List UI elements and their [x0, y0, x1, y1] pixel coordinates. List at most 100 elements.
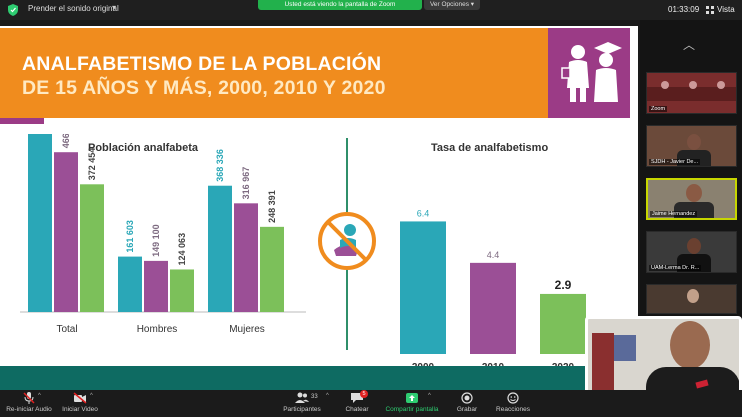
start-video-label: Iniciar Video — [62, 406, 98, 413]
category-label: Mujeres — [229, 324, 265, 335]
person-thumb — [661, 81, 669, 89]
person-thumb — [687, 134, 701, 150]
presenter-face — [670, 321, 710, 369]
bar — [234, 203, 258, 312]
audio-options-chevron-icon[interactable]: ^ — [38, 393, 41, 399]
slide-title: ANALFABETISMO DE LA POBLACIÓN DE 15 AÑOS… — [22, 52, 386, 100]
view-options-label: Ver Opciones — [429, 1, 469, 8]
data-label: 248 391 — [267, 190, 277, 223]
chat-button[interactable]: Chatear — [340, 390, 374, 417]
chat-label: Chatear — [345, 406, 369, 413]
participant-name: Zoom — [649, 106, 668, 112]
category-label: 2000 — [412, 362, 435, 366]
chat-unread-badge: 5 — [360, 390, 368, 398]
bar — [144, 260, 168, 312]
data-label: 149 100 — [151, 224, 161, 257]
data-label: 368 336 — [215, 149, 225, 182]
share-screen-label: Compartir pantalla — [385, 406, 439, 413]
person-thumb — [717, 81, 725, 89]
wall-poster — [614, 335, 636, 361]
slide-title-line1: ANALFABETISMO DE LA POBLACIÓN — [22, 53, 382, 75]
participant-tile-active[interactable]: Jaime Hernandez — [646, 178, 737, 220]
microphone-muted-icon — [23, 392, 35, 404]
data-label: 4.4 — [487, 250, 500, 260]
category-label: 2010 — [482, 362, 505, 366]
right-chart-title: Tasa de analfabetismo — [431, 142, 549, 154]
view-button[interactable]: Vista — [717, 5, 735, 14]
slide-footer — [0, 366, 638, 390]
video-options-chevron-icon[interactable]: ^ — [90, 393, 93, 399]
original-sound-toggle[interactable]: Prender el sonido original — [28, 4, 119, 13]
bar — [470, 262, 516, 354]
security-shield-icon[interactable] — [8, 4, 18, 16]
participants-button[interactable]: Participantes — [278, 390, 326, 417]
chevron-down-icon[interactable]: ▾ — [112, 3, 117, 12]
participants-chevron-icon[interactable]: ^ — [326, 393, 329, 399]
participant-name: SJDH - Javier De... — [649, 159, 701, 165]
person-thumb — [687, 289, 699, 303]
accent-strip — [0, 118, 44, 124]
students-icon — [561, 42, 622, 102]
view-options-button[interactable]: Ver Opciones ▾ — [424, 0, 480, 10]
bar — [118, 256, 142, 312]
bar — [54, 152, 78, 312]
share-options-chevron-icon[interactable]: ^ — [428, 393, 431, 399]
shared-slide: ANALFABETISMO DE LA POBLACIÓN DE 15 AÑOS… — [0, 26, 638, 390]
data-label: 2.9 — [555, 278, 572, 292]
category-label: 2020 — [552, 362, 575, 366]
data-label: 6.4 — [417, 208, 430, 218]
restart-audio-label: Re-iniciar Audio — [6, 406, 52, 413]
participant-tile[interactable]: SJDH - Javier De... — [646, 125, 737, 167]
record-icon — [461, 392, 473, 404]
scroll-up-icon[interactable]: ︿ — [683, 38, 696, 52]
share-screen-button[interactable]: Compartir pantalla — [380, 390, 444, 417]
bar — [400, 221, 446, 354]
bar — [540, 293, 586, 354]
slide-title-line2: DE 15 AÑOS Y MÁS, 2000, 2010 Y 2020 — [22, 77, 386, 99]
viewing-screen-banner: Usted está viendo la pantalla de Zoom — [258, 0, 422, 10]
category-label: Total — [56, 324, 77, 335]
participants-icon — [295, 392, 309, 403]
smiley-icon — [507, 392, 519, 404]
slide-header: ANALFABETISMO DE LA POBLACIÓN DE 15 AÑOS… — [0, 28, 548, 118]
left-chart-title: Población analfabeta — [88, 142, 199, 154]
participant-name: Jaime Hernandez — [650, 211, 698, 217]
rate-chart: 6.4 2000 4.4 2010 2.9 2020 — [400, 208, 586, 366]
reactions-label: Reacciones — [496, 406, 530, 413]
person-thumb — [687, 238, 701, 254]
start-video-button[interactable]: Iniciar Video — [58, 390, 102, 417]
participants-count: 33 — [311, 394, 318, 400]
restart-audio-button[interactable]: Re-iniciar Audio — [4, 390, 54, 417]
podium — [647, 87, 736, 101]
reactions-button[interactable]: Reacciones — [492, 390, 534, 417]
participant-name: UAM-Lerma Dr. R... — [649, 265, 702, 271]
participant-tile[interactable]: Zoom — [646, 72, 737, 114]
participants-label: Participantes — [283, 406, 321, 413]
top-bar: Prender el sonido original ▾ Usted está … — [0, 0, 742, 20]
grid-view-icon[interactable] — [706, 6, 714, 14]
category-label: Hombres — [137, 324, 178, 335]
bar — [208, 185, 232, 312]
bar — [80, 184, 104, 312]
meeting-toolbar: Re-iniciar Audio ^ Iniciar Video ^ Parti… — [0, 390, 742, 417]
participant-tile[interactable] — [646, 284, 737, 314]
bar — [28, 134, 52, 312]
bookshelf — [592, 333, 614, 407]
no-reading-icon — [318, 212, 376, 270]
data-label: 161 603 — [125, 220, 135, 253]
record-label: Grabar — [456, 406, 478, 413]
bar — [170, 269, 194, 312]
bar — [260, 226, 284, 312]
participant-tile[interactable]: UAM-Lerma Dr. R... — [646, 231, 737, 273]
meeting-timer: 01:33:09 — [668, 5, 700, 14]
students-illustration — [548, 28, 630, 118]
share-screen-icon — [406, 393, 418, 403]
data-label: 124 063 — [177, 233, 187, 266]
person-thumb — [686, 184, 702, 202]
camera-off-icon — [73, 392, 87, 404]
data-label: 316 967 — [241, 167, 251, 200]
record-button[interactable]: Grabar — [452, 390, 482, 417]
data-label: 466 067 — [61, 134, 71, 148]
